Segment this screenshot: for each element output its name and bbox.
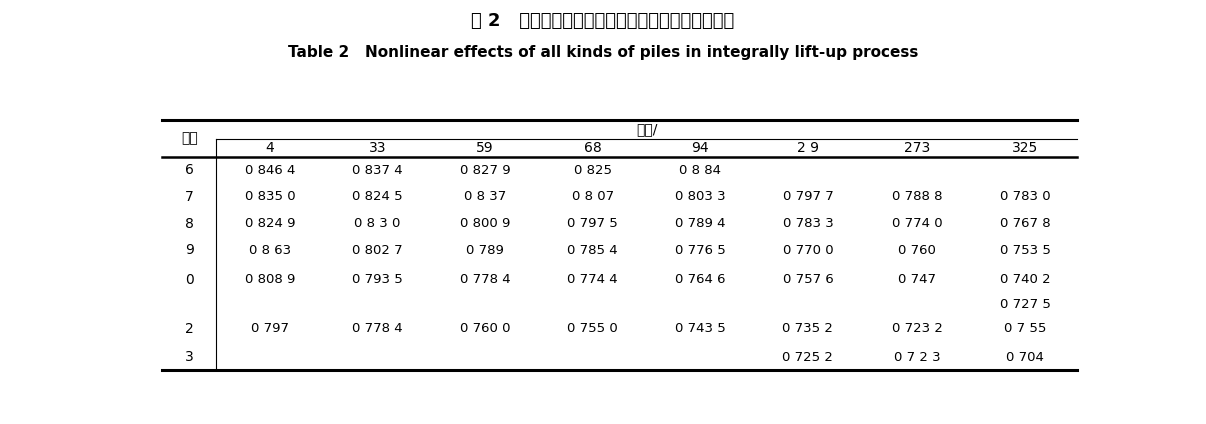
Text: 2: 2 (185, 322, 194, 336)
Text: 0 727 5: 0 727 5 (1000, 298, 1050, 311)
Text: 0 740 2: 0 740 2 (1000, 273, 1050, 286)
Text: 0 778 4: 0 778 4 (352, 322, 403, 335)
Text: 0 7 55: 0 7 55 (1003, 322, 1046, 335)
Text: 3: 3 (185, 350, 194, 364)
Text: 0 735 2: 0 735 2 (783, 322, 833, 335)
Text: 0 788 8: 0 788 8 (892, 190, 943, 204)
Text: 0 774 4: 0 774 4 (567, 273, 617, 286)
Text: 0 723 2: 0 723 2 (892, 322, 943, 335)
Text: 表 2   整体顶升过程中各种规格桩的非线性影响因子: 表 2 整体顶升过程中各种规格桩的非线性影响因子 (472, 12, 734, 30)
Text: 0 757 6: 0 757 6 (783, 273, 833, 286)
Text: 0 846 4: 0 846 4 (245, 164, 295, 177)
Text: 0 7 2 3: 0 7 2 3 (894, 351, 941, 364)
Text: 0 789 4: 0 789 4 (675, 217, 726, 230)
Text: 0 827 9: 0 827 9 (459, 164, 510, 177)
Text: 0 760 0: 0 760 0 (459, 322, 510, 335)
Text: 325: 325 (1012, 141, 1038, 155)
Text: 0 835 0: 0 835 0 (245, 190, 295, 204)
Text: 0 776 5: 0 776 5 (675, 244, 726, 257)
Text: 0 8 63: 0 8 63 (248, 244, 291, 257)
Text: 0 8 07: 0 8 07 (572, 190, 614, 204)
Text: 6: 6 (185, 163, 194, 177)
Text: 94: 94 (691, 141, 709, 155)
Text: 0 778 4: 0 778 4 (459, 273, 510, 286)
Text: 0 725 2: 0 725 2 (783, 351, 833, 364)
Text: 0 803 3: 0 803 3 (675, 190, 726, 204)
Text: 2 9: 2 9 (797, 141, 819, 155)
Text: 0 767 8: 0 767 8 (1000, 217, 1050, 230)
Text: 0 770 0: 0 770 0 (783, 244, 833, 257)
Text: 0 755 0: 0 755 0 (567, 322, 619, 335)
Text: 273: 273 (904, 141, 931, 155)
Text: 7: 7 (185, 190, 194, 204)
Text: 0 704: 0 704 (1006, 351, 1044, 364)
Text: 0 785 4: 0 785 4 (567, 244, 617, 257)
Text: 59: 59 (476, 141, 494, 155)
Text: 0 797: 0 797 (251, 322, 289, 335)
Text: 0: 0 (185, 273, 194, 287)
Text: 33: 33 (369, 141, 386, 155)
Text: 0 837 4: 0 837 4 (352, 164, 403, 177)
Text: 0 783 0: 0 783 0 (1000, 190, 1050, 204)
Text: 0 783 3: 0 783 3 (783, 217, 833, 230)
Text: 0 793 5: 0 793 5 (352, 273, 403, 286)
Text: 0 789: 0 789 (467, 244, 504, 257)
Text: 0 824 5: 0 824 5 (352, 190, 403, 204)
Text: 0 808 9: 0 808 9 (245, 273, 295, 286)
Text: 0 743 5: 0 743 5 (675, 322, 726, 335)
Text: 0 764 6: 0 764 6 (675, 273, 726, 286)
Text: 0 8 37: 0 8 37 (464, 190, 507, 204)
Text: Table 2   Nonlinear effects of all kinds of piles in integrally lift-up process: Table 2 Nonlinear effects of all kinds o… (288, 45, 918, 60)
Text: 0 800 9: 0 800 9 (459, 217, 510, 230)
Text: 壁厚: 壁厚 (181, 131, 198, 145)
Text: 直径/: 直径/ (636, 123, 657, 137)
Text: 0 774 0: 0 774 0 (892, 217, 943, 230)
Text: 0 797 5: 0 797 5 (567, 217, 619, 230)
Text: 0 747: 0 747 (898, 273, 936, 286)
Text: 0 802 7: 0 802 7 (352, 244, 403, 257)
Text: 0 8 3 0: 0 8 3 0 (355, 217, 400, 230)
Text: 9: 9 (185, 243, 194, 257)
Text: 0 797 7: 0 797 7 (783, 190, 833, 204)
Text: 0 760: 0 760 (898, 244, 936, 257)
Text: 0 824 9: 0 824 9 (245, 217, 295, 230)
Text: 0 753 5: 0 753 5 (1000, 244, 1050, 257)
Text: 0 825: 0 825 (574, 164, 611, 177)
Text: 68: 68 (584, 141, 602, 155)
Text: 0 8 84: 0 8 84 (679, 164, 721, 177)
Text: 8: 8 (185, 217, 194, 231)
Text: 4: 4 (265, 141, 274, 155)
